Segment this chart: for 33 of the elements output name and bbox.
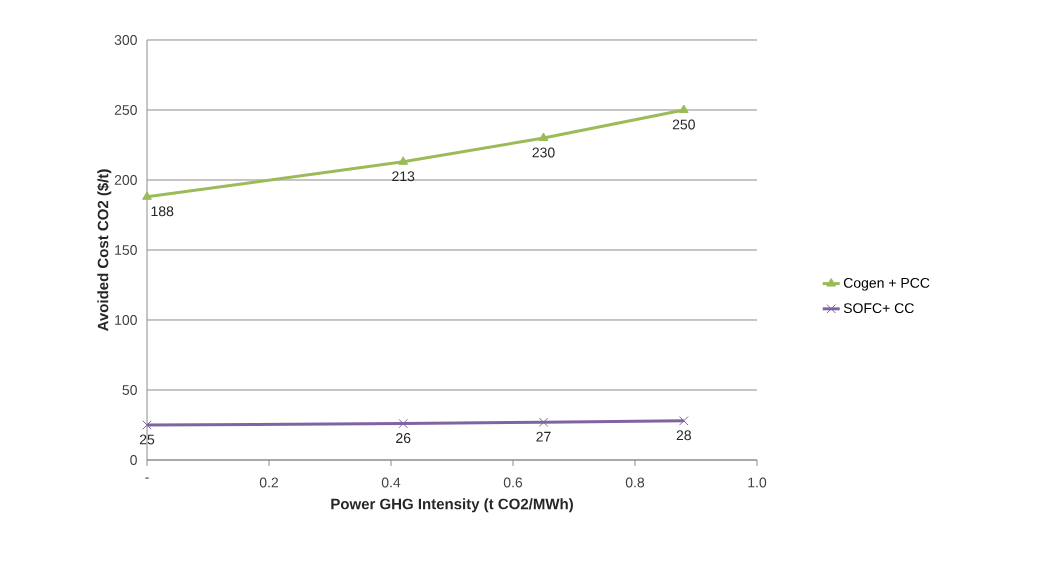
x-tick-label: - bbox=[145, 477, 149, 479]
point bbox=[679, 416, 689, 426]
y-tick-label: 150 bbox=[115, 245, 137, 255]
y-tick-label: 100 bbox=[115, 315, 137, 325]
x-tick-label: 0.2 bbox=[259, 477, 279, 488]
point bbox=[538, 132, 549, 141]
x-tick-label: 0.6 bbox=[503, 477, 523, 488]
y-axis-title: Avoided Cost CO2 ($/t) bbox=[97, 169, 112, 332]
data-label: 25 bbox=[139, 434, 155, 445]
y-tick-label: 250 bbox=[114, 105, 137, 115]
data-label: 28 bbox=[676, 430, 691, 441]
data-label: 26 bbox=[396, 433, 411, 444]
data-label: 188 bbox=[151, 206, 174, 217]
point bbox=[398, 156, 409, 165]
y-tick-label: 0 bbox=[130, 455, 137, 465]
x-tick-label: 1.0 bbox=[748, 477, 767, 488]
point bbox=[678, 104, 689, 113]
point bbox=[538, 417, 549, 427]
x-axis-title: Power GHG Intensity (t CO2/MWh) bbox=[331, 498, 573, 513]
y-tick-label: 50 bbox=[122, 385, 137, 395]
legend-label: SOFC+ CC bbox=[843, 303, 914, 314]
y-tick-label: 200 bbox=[114, 175, 137, 185]
x-tick-label: 0.8 bbox=[625, 477, 645, 488]
data-label: 230 bbox=[532, 147, 555, 158]
data-label: 250 bbox=[672, 119, 695, 130]
y-tick-label: 300 bbox=[114, 35, 137, 45]
point bbox=[142, 191, 152, 200]
legend-label: Cogen + PCC bbox=[843, 277, 930, 291]
point bbox=[398, 418, 408, 429]
point bbox=[142, 420, 152, 430]
x-tick-label: 0.4 bbox=[381, 477, 401, 488]
data-label: 27 bbox=[536, 431, 551, 442]
data-label: 213 bbox=[392, 171, 415, 182]
